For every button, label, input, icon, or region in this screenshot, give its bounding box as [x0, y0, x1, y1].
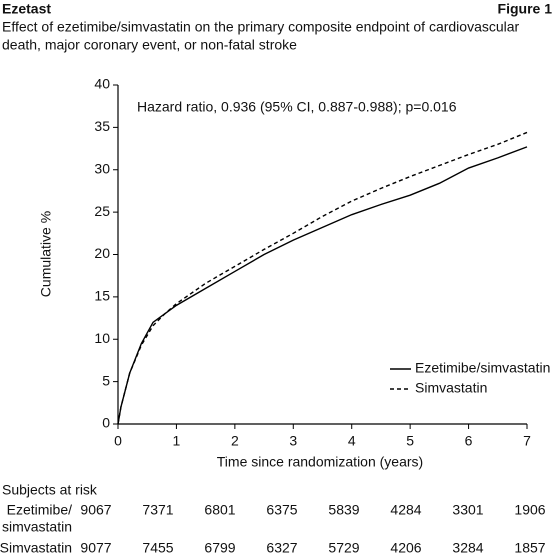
- at-risk-value: 9067: [80, 502, 111, 518]
- legend-label: Ezetimibe/simvastatin: [415, 360, 550, 376]
- y-tick-label: 10: [94, 330, 110, 346]
- x-tick-label: 3: [289, 433, 297, 449]
- x-tick-label: 7: [523, 433, 531, 449]
- at-risk-label: simvastatin: [2, 519, 72, 535]
- x-tick-label: 4: [348, 433, 356, 449]
- at-risk-value: 9077: [80, 540, 111, 556]
- at-risk-value: 3284: [452, 540, 483, 556]
- x-tick-label: 5: [406, 433, 414, 449]
- at-risk-value: 7371: [142, 502, 173, 518]
- y-tick-label: 35: [94, 118, 110, 134]
- y-tick-label: 25: [94, 203, 110, 219]
- header-left: Ezetast: [2, 1, 51, 17]
- annotation: Hazard ratio, 0.936 (95% CI, 0.887-0.988…: [137, 99, 457, 115]
- at-risk-value: 7455: [142, 540, 173, 556]
- at-risk-value: 4206: [390, 540, 421, 556]
- y-axis-label: Cumulative %: [38, 211, 54, 297]
- at-risk-value: 4284: [390, 502, 421, 518]
- at-risk-value: 3301: [452, 502, 483, 518]
- series-line: [117, 131, 528, 425]
- x-tick-label: 0: [114, 433, 122, 449]
- y-tick-label: 20: [94, 245, 110, 261]
- y-tick-label: 5: [102, 372, 110, 388]
- y-tick-label: 40: [94, 76, 110, 92]
- series-line: [117, 146, 528, 425]
- at-risk-value: 1857: [514, 540, 545, 556]
- x-tick-label: 2: [231, 433, 239, 449]
- at-risk-label: Simvastatin: [0, 540, 72, 556]
- at-risk-value: 6799: [204, 540, 235, 556]
- at-risk-value: 5839: [328, 502, 359, 518]
- x-tick-label: 1: [173, 433, 181, 449]
- at-risk-value: 5729: [328, 540, 359, 556]
- at-risk-value: 6327: [266, 540, 297, 556]
- at-risk-value: 1906: [514, 502, 545, 518]
- chart-title: death, major coronary event, or non-fata…: [2, 37, 297, 53]
- y-tick-label: 0: [102, 415, 110, 431]
- at-risk-value: 6375: [266, 502, 297, 518]
- x-tick-label: 6: [465, 433, 473, 449]
- y-tick-label: 15: [94, 288, 110, 304]
- at-risk-title: Subjects at risk: [2, 482, 98, 498]
- legend-label: Simvastatin: [415, 380, 487, 396]
- header-right: Figure 1: [498, 1, 553, 17]
- x-axis-label: Time since randomization (years): [217, 454, 423, 470]
- at-risk-value: 6801: [204, 502, 235, 518]
- chart-title: Effect of ezetimibe/simvastatin on the p…: [2, 19, 520, 35]
- at-risk-label: Ezetimibe/: [7, 502, 72, 518]
- y-tick-label: 30: [94, 160, 110, 176]
